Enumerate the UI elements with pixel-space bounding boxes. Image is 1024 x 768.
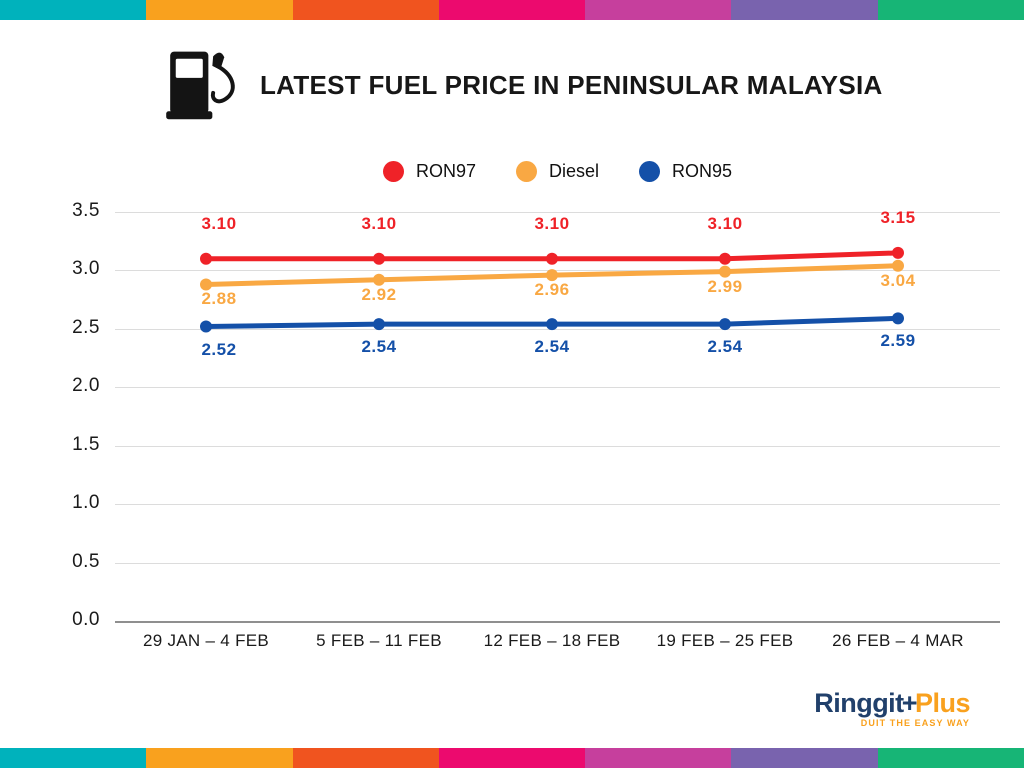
y-tick-label: 2.5 [72, 316, 100, 338]
x-tick-label: 19 FEB – 25 FEB [656, 631, 794, 650]
data-point-diesel [373, 273, 385, 286]
gridline [115, 212, 1000, 213]
value-label-diesel: 2.92 [361, 284, 397, 304]
color-segment [438, 0, 586, 20]
chart-legend: RON97 Diesel RON95 [115, 161, 1000, 182]
x-axis-line [115, 621, 1000, 623]
data-point-ron97 [200, 252, 212, 265]
y-tick-label: 1.5 [72, 433, 100, 455]
value-label-ron97: 3.10 [534, 213, 570, 233]
color-segment [585, 0, 732, 20]
legend-item-ron97: RON97 [382, 161, 476, 182]
value-label-diesel: 3.04 [880, 270, 916, 290]
color-segment [146, 0, 293, 20]
value-label-ron97: 3.15 [880, 207, 916, 227]
data-point-ron97 [719, 252, 731, 265]
value-label-ron95: 2.52 [201, 339, 237, 359]
value-label-diesel: 2.99 [707, 276, 743, 296]
bottom-color-bar [0, 748, 1024, 768]
top-color-bar [0, 0, 1024, 20]
legend-item-diesel: Diesel [515, 161, 600, 182]
chart-title: LATEST FUEL PRICE IN PENINSULAR MALAYSIA [260, 69, 883, 100]
gridline [115, 270, 1000, 272]
y-tick-label: 0.5 [72, 550, 100, 572]
value-label-ron95: 2.59 [880, 331, 916, 351]
color-segment [0, 748, 147, 768]
x-tick-label: 29 JAN – 4 FEB [142, 631, 270, 650]
x-tick-label: 12 FEB – 18 FEB [483, 631, 621, 650]
color-segment [146, 748, 293, 768]
data-point-ron95 [719, 318, 731, 331]
data-point-ron95 [373, 318, 385, 331]
color-segment [731, 748, 878, 768]
legend-label: RON97 [415, 161, 476, 181]
color-segment [731, 0, 878, 20]
gridline [115, 445, 1000, 447]
color-segment [877, 0, 1024, 20]
color-segment [877, 748, 1024, 768]
value-label-ron97: 3.10 [707, 213, 743, 233]
gridline [115, 328, 1000, 330]
data-point-diesel [546, 269, 558, 282]
data-point-ron97 [373, 252, 385, 265]
x-tick-label: 5 FEB – 11 FEB [316, 631, 442, 650]
color-segment [438, 748, 586, 768]
logo-wordmark: Ringgit+Plus [788, 690, 970, 717]
value-label-ron97: 3.10 [361, 213, 397, 233]
footer-logo: Ringgit+Plus DUIT THE EASY WAY [788, 690, 970, 728]
data-point-ron95 [892, 312, 904, 325]
legend-label: RON95 [672, 161, 733, 181]
color-segment [585, 748, 732, 768]
gridline [115, 504, 1000, 506]
value-label-diesel: 2.88 [201, 289, 237, 309]
y-tick-label: 0.0 [72, 609, 100, 630]
logo-plus-word: Plus [914, 688, 971, 718]
legend-dot [382, 161, 404, 182]
value-label-ron95: 2.54 [534, 337, 570, 357]
value-label-ron97: 3.10 [201, 213, 237, 233]
logo-plus-sign: + [901, 688, 918, 718]
y-tick-label: 3.0 [72, 258, 100, 280]
data-point-diesel [200, 278, 212, 291]
legend-dot [639, 161, 661, 182]
fuel-pump-icon [166, 51, 235, 120]
legend-label: Diesel [548, 161, 600, 181]
gridline [115, 387, 1000, 389]
x-tick-label: 26 FEB – 4 MAR [832, 631, 964, 650]
value-label-ron95: 2.54 [707, 337, 743, 357]
gridline [115, 562, 1000, 564]
legend-item-ron95: RON95 [639, 161, 732, 182]
logo-ringgit: Ringgit [814, 688, 904, 718]
header: LATEST FUEL PRICE IN PENINSULAR MALAYSIA [166, 50, 883, 120]
value-label-ron95: 2.54 [361, 337, 397, 357]
color-segment [292, 748, 439, 768]
data-point-ron97 [546, 252, 558, 265]
data-point-ron95 [200, 320, 212, 333]
data-point-ron95 [546, 318, 558, 331]
data-point-diesel [719, 265, 731, 278]
legend-dot [515, 161, 537, 182]
data-point-diesel [892, 259, 904, 272]
y-tick-label: 3.5 [72, 200, 100, 221]
y-tick-label: 2.0 [72, 375, 100, 397]
color-segment [292, 0, 439, 20]
logo-tagline: DUIT THE EASY WAY [860, 718, 970, 728]
data-point-ron97 [892, 246, 904, 259]
value-label-diesel: 2.96 [534, 280, 570, 300]
color-segment [0, 0, 147, 20]
y-tick-label: 1.0 [72, 492, 100, 514]
